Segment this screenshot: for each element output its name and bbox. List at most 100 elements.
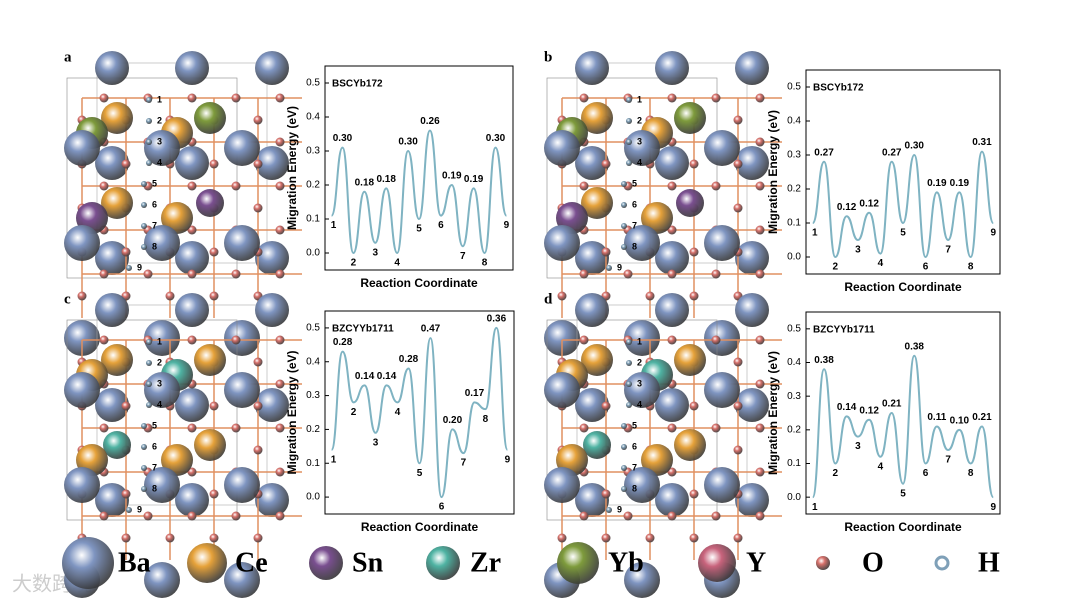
barrier-label: 0.19 bbox=[927, 178, 947, 189]
o-atom bbox=[711, 423, 721, 433]
o-atom bbox=[667, 467, 677, 477]
state-label: 7 bbox=[460, 251, 466, 262]
o-atom bbox=[689, 489, 699, 499]
cell-edge bbox=[546, 319, 718, 521]
h-atom bbox=[626, 402, 632, 408]
o-atom bbox=[711, 181, 721, 191]
h-atom bbox=[126, 265, 132, 271]
ba-atom bbox=[655, 241, 689, 275]
barrier-label: 0.21 bbox=[972, 412, 992, 423]
legend-label: Y bbox=[746, 547, 766, 578]
ba-atom bbox=[95, 51, 129, 85]
ba-atom bbox=[624, 467, 660, 503]
legend-marker bbox=[698, 544, 736, 582]
y-tick-label: 0.2 bbox=[306, 424, 320, 435]
o-atom bbox=[187, 511, 197, 521]
ce-atom bbox=[581, 102, 613, 134]
panel-letter: b bbox=[544, 49, 552, 65]
ba-atom bbox=[95, 483, 129, 517]
ba-atom bbox=[64, 320, 100, 356]
h-atom bbox=[146, 381, 152, 387]
zr-atom bbox=[103, 431, 131, 459]
o-atom bbox=[275, 181, 285, 191]
barrier-label: 0.28 bbox=[399, 354, 419, 365]
h-atom bbox=[621, 244, 627, 250]
state-label: 8 bbox=[482, 258, 488, 269]
ba-atom bbox=[544, 372, 580, 408]
barrier-label: 0.26 bbox=[420, 116, 440, 127]
ba-atom bbox=[144, 225, 180, 261]
state-label: 1 bbox=[812, 502, 818, 513]
h-atom bbox=[146, 160, 152, 166]
ba-atom bbox=[624, 225, 660, 261]
o-atom bbox=[667, 225, 677, 235]
y-tick-label: 0.3 bbox=[306, 390, 320, 401]
state-label: 5 bbox=[416, 224, 422, 235]
o-atom bbox=[755, 137, 765, 147]
barrier-label: 0.30 bbox=[486, 133, 506, 144]
o-atom bbox=[711, 93, 721, 103]
ba-atom bbox=[575, 483, 609, 517]
state-label: 3 bbox=[373, 437, 379, 448]
ba-atom bbox=[704, 130, 740, 166]
y-tick-label: 0.0 bbox=[306, 248, 320, 259]
o-atom bbox=[755, 181, 765, 191]
ba-atom bbox=[175, 483, 209, 517]
y-tick-label: 0.4 bbox=[787, 357, 801, 368]
o-atom bbox=[601, 533, 611, 543]
o-atom bbox=[755, 467, 765, 477]
o-atom bbox=[601, 401, 611, 411]
o-atom bbox=[253, 533, 263, 543]
barrier-label: 0.14 bbox=[355, 371, 375, 382]
ba-atom bbox=[735, 293, 769, 327]
o-atom bbox=[689, 159, 699, 169]
barrier-label: 0.12 bbox=[859, 405, 879, 416]
barrier-label: 0.12 bbox=[859, 198, 879, 209]
o-atom bbox=[755, 93, 765, 103]
cell-edge bbox=[66, 77, 238, 279]
legend-label: Yb bbox=[608, 547, 644, 578]
h-atom bbox=[146, 360, 152, 366]
barrier-label: 0.11 bbox=[927, 412, 946, 423]
ce-atom bbox=[194, 344, 226, 376]
ba-atom bbox=[655, 293, 689, 327]
o-atom bbox=[121, 159, 131, 169]
o-atom bbox=[645, 291, 655, 301]
o-atom bbox=[275, 379, 285, 389]
legend-label: Ba bbox=[118, 547, 151, 578]
path-label: 5 bbox=[152, 178, 157, 188]
o-atom bbox=[99, 511, 109, 521]
plot-frame bbox=[324, 310, 515, 515]
h-atom bbox=[126, 507, 132, 513]
y-axis-label: Migration Energy (eV) bbox=[285, 350, 299, 474]
o-atom bbox=[579, 511, 589, 521]
y-tick-label: 0.0 bbox=[306, 492, 320, 503]
o-atom bbox=[755, 379, 765, 389]
h-atom bbox=[626, 360, 632, 366]
path-label: 8 bbox=[632, 241, 637, 251]
ba-atom bbox=[735, 241, 769, 275]
h-atom bbox=[141, 486, 147, 492]
o-atom bbox=[209, 401, 219, 411]
o-atom bbox=[231, 511, 241, 521]
o-atom bbox=[733, 445, 743, 455]
ba-atom bbox=[655, 388, 689, 422]
path-label: 1 bbox=[157, 94, 162, 104]
o-atom bbox=[275, 467, 285, 477]
o-atom bbox=[165, 533, 175, 543]
state-label: 9 bbox=[504, 220, 510, 231]
state-label: 8 bbox=[968, 262, 974, 273]
legend-marker bbox=[816, 556, 830, 570]
o-atom bbox=[733, 401, 743, 411]
o-atom bbox=[77, 291, 87, 301]
barrier-label: 0.30 bbox=[398, 137, 418, 148]
chart-title: BZCYYb1711 bbox=[332, 324, 394, 335]
barrier-label: 0.28 bbox=[333, 337, 353, 348]
o-atom bbox=[275, 93, 285, 103]
o-atom bbox=[755, 269, 765, 279]
x-axis-label: Reaction Coordinate bbox=[844, 520, 962, 534]
y-tick-label: 0.5 bbox=[787, 323, 801, 334]
barrier-label: 0.36 bbox=[487, 314, 507, 325]
o-atom bbox=[579, 335, 589, 345]
h-atom bbox=[621, 444, 627, 450]
